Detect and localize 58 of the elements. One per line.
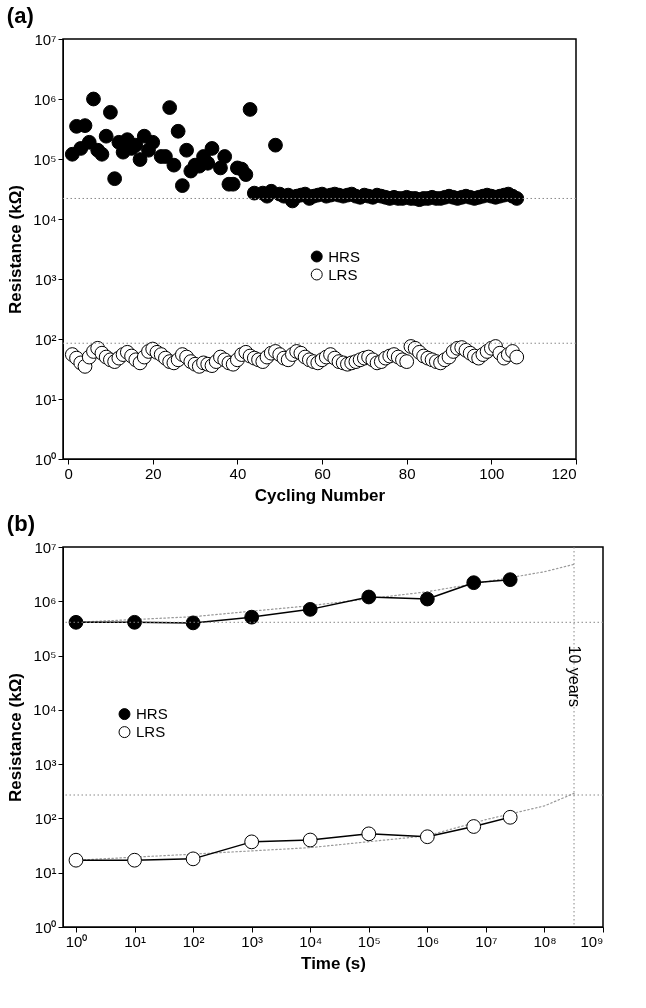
point (68, 614, 84, 630)
y-tick-label: 10³ (34, 755, 57, 773)
x-tick-label: 100 (479, 464, 505, 482)
x-tick-label: 10⁰ (65, 932, 88, 950)
y-tick-label: 10⁴ (33, 210, 57, 228)
legend-label: LRS (136, 723, 166, 741)
x-tick-label: 10⁶ (416, 932, 440, 950)
x-tick-label: 10⁷ (475, 932, 498, 950)
legend-label: LRS (328, 265, 358, 283)
chart-title: (b) (6, 511, 35, 536)
y-tick-label: 10² (34, 330, 57, 348)
point (185, 615, 201, 631)
x-tick-label: 10⁹ (580, 932, 604, 950)
y-tick-label: 10⁰ (34, 918, 57, 936)
x-tick-label: 10³ (241, 932, 263, 950)
y-tick-label: 10⁶ (33, 592, 57, 610)
y-tick-label: 10⁷ (34, 538, 57, 556)
point (127, 852, 142, 868)
point (302, 832, 318, 848)
point (244, 834, 260, 850)
y-tick-label: 10⁶ (33, 90, 57, 108)
point (127, 614, 142, 630)
y-axis-title: Resistance (kΩ) (6, 185, 26, 314)
y-tick-label: 10⁷ (34, 30, 57, 48)
y-tick-label: 10² (34, 809, 57, 827)
x-tick-label: 80 (398, 464, 416, 482)
x-tick-label: 10⁴ (299, 932, 323, 950)
x-tick-label: 120 (551, 464, 577, 482)
y-tick-label: 10¹ (34, 864, 57, 882)
x-tick-label: 60 (314, 464, 331, 482)
y-tick-label: 10³ (34, 270, 57, 288)
x-tick-label: 10² (182, 932, 205, 950)
y-tick-label: 10¹ (34, 390, 57, 408)
x-tick-label: 40 (229, 464, 247, 482)
x-tick-label: 10¹ (124, 932, 146, 950)
y-tick-label: 10⁴ (33, 701, 57, 719)
point (68, 852, 84, 868)
point (361, 589, 377, 605)
point (419, 829, 435, 845)
point (419, 591, 435, 607)
y-tick-label: 10⁵ (33, 150, 57, 168)
x-tick-label: 20 (144, 464, 162, 482)
point (185, 851, 201, 867)
x-axis-title: Time (s) (301, 953, 366, 973)
x-tick-label: 0 (64, 464, 73, 482)
y-tick-label: 10⁰ (34, 450, 57, 468)
legend-label: HRS (136, 705, 168, 723)
point (244, 609, 260, 625)
point (361, 826, 377, 842)
x-tick-label: 10⁸ (533, 932, 557, 950)
point (302, 601, 318, 617)
x-axis-title: Cycling Number (254, 485, 386, 505)
chart-title: (a) (6, 3, 34, 28)
legend-label: HRS (328, 247, 360, 265)
x-tick-label: 10⁵ (357, 932, 381, 950)
y-tick-label: 10⁵ (33, 647, 57, 665)
ref-line-label: 10 years (566, 645, 584, 707)
y-axis-title: Resistance (kΩ) (6, 673, 26, 802)
